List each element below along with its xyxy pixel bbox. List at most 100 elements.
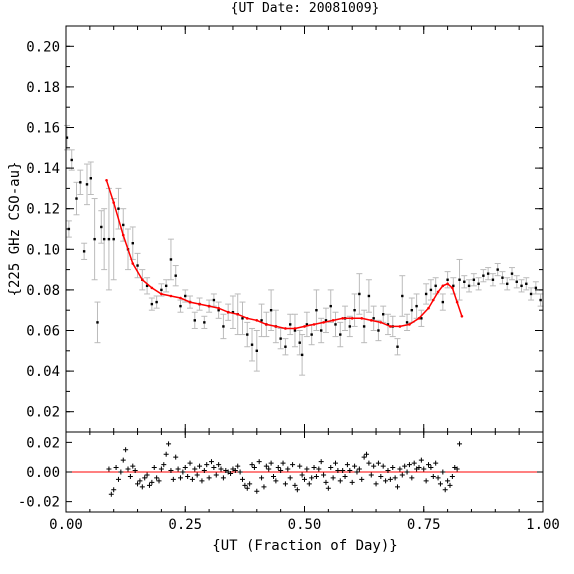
residual-point xyxy=(435,475,441,481)
y-tick-labels: 0.02 0.04 0.06 0.08 0.10 0.12 0.14 0.16 0.18 0.20 xyxy=(26,39,60,420)
residual-point xyxy=(349,479,355,485)
data-point xyxy=(441,300,445,304)
fit-point xyxy=(121,233,125,237)
fit-point xyxy=(379,321,383,324)
fit-point xyxy=(226,310,230,314)
data-point xyxy=(160,288,163,292)
residual-point xyxy=(261,484,267,490)
fit-point xyxy=(217,306,220,310)
residual-point xyxy=(292,482,298,488)
data-point xyxy=(70,158,73,162)
residual-point xyxy=(146,482,152,488)
residual-point xyxy=(237,469,243,475)
residual-point xyxy=(249,462,255,468)
residual-point xyxy=(294,487,300,493)
fit-point xyxy=(312,323,316,326)
fit-point xyxy=(188,300,192,304)
data-point xyxy=(510,272,514,275)
fit-point xyxy=(245,317,249,320)
data-point xyxy=(100,225,103,229)
residual-point xyxy=(371,463,377,469)
y-axis-title: {225 GHz CSO-au} xyxy=(7,162,23,297)
residual-point xyxy=(232,468,238,474)
data-point xyxy=(348,325,352,328)
data-point xyxy=(96,321,99,324)
residual-point xyxy=(182,465,188,471)
residual-point xyxy=(387,476,393,482)
data-point xyxy=(298,341,301,344)
residual-point xyxy=(313,473,319,479)
y-tick-label: 0.02 xyxy=(26,405,60,421)
residual-point xyxy=(125,466,131,472)
data-point xyxy=(501,276,504,279)
residual-point xyxy=(208,459,214,465)
data-point xyxy=(486,272,490,275)
residual-point xyxy=(144,472,150,478)
fit-point xyxy=(431,298,435,302)
fit-point xyxy=(160,292,163,296)
x-tick-label: 0.25 xyxy=(168,517,202,533)
residual-point xyxy=(457,441,463,447)
residual-point xyxy=(366,460,372,466)
data-point xyxy=(305,323,309,326)
residual-point xyxy=(278,468,284,474)
residual-point xyxy=(156,478,162,484)
residual-point xyxy=(185,473,191,479)
data-point xyxy=(164,284,168,288)
residual-point xyxy=(201,468,207,474)
data-point xyxy=(467,284,471,288)
data-point xyxy=(293,329,297,332)
residual-frame xyxy=(65,431,544,513)
data-point xyxy=(112,237,115,241)
residual-point xyxy=(197,463,203,469)
residual-point xyxy=(142,475,148,481)
residual-point xyxy=(151,465,157,471)
residual-point xyxy=(194,472,200,478)
fit-point xyxy=(369,319,373,322)
data-point xyxy=(89,177,93,180)
data-point xyxy=(429,288,433,292)
residual-point xyxy=(139,484,145,490)
data-point xyxy=(75,197,78,200)
residual-point xyxy=(383,478,389,484)
residual-point xyxy=(263,463,269,469)
data-point xyxy=(246,333,249,336)
data-point xyxy=(131,242,134,245)
fit-point xyxy=(389,325,392,328)
residual-point xyxy=(175,466,181,472)
residual-point xyxy=(406,462,412,468)
data-point xyxy=(367,294,371,298)
residual-point xyxy=(306,481,312,487)
fit-point xyxy=(150,286,154,290)
data-point xyxy=(396,345,399,348)
residual-point xyxy=(335,468,341,474)
residual-point xyxy=(251,465,257,471)
data-point xyxy=(169,258,173,261)
residual-point xyxy=(316,466,322,472)
fit-point xyxy=(207,304,211,308)
residual-point xyxy=(120,457,126,463)
residual-point xyxy=(392,475,398,481)
fit-point xyxy=(293,327,297,330)
data-point xyxy=(362,325,366,328)
data-point xyxy=(310,333,313,336)
data-point xyxy=(217,309,220,312)
y-tick-label: 0.16 xyxy=(26,121,60,137)
residual-point xyxy=(106,466,112,472)
data-point xyxy=(324,319,328,322)
data-point xyxy=(420,317,423,320)
residual-point xyxy=(115,476,121,482)
residual-point xyxy=(404,469,410,475)
data-point xyxy=(382,313,385,316)
residual-point xyxy=(256,459,262,465)
fit-point xyxy=(455,300,459,304)
fit-point xyxy=(284,327,287,330)
residual-point xyxy=(270,473,276,479)
residual-point xyxy=(180,469,186,475)
main-panel xyxy=(63,25,544,433)
residual-point xyxy=(166,441,172,447)
x-tick-labels: 0.00 0.25 0.50 0.75 1.00 xyxy=(49,517,560,533)
residual-point xyxy=(154,475,160,481)
y-tick-label: 0.18 xyxy=(26,80,60,96)
data-point xyxy=(534,286,538,290)
